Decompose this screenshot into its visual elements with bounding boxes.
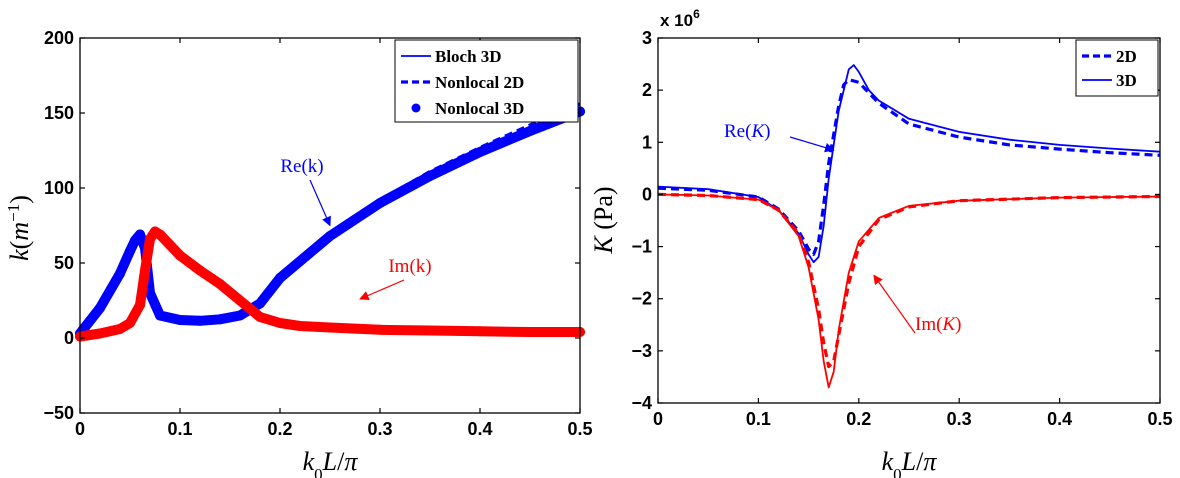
left-y-axis-label: k(m−1) <box>4 195 35 261</box>
x-tick-label: 0.4 <box>1047 409 1072 429</box>
data-point <box>125 246 135 256</box>
data-point <box>175 315 185 325</box>
right-ticks: 0 0.1 0.2 0.3 0.4 0.5 −4 −3 −2 −1 0 1 2 3 <box>631 28 1172 429</box>
annotation-arrow <box>309 179 331 227</box>
left-x-axis-label: k0L/π <box>303 447 359 478</box>
data-point <box>375 324 385 335</box>
data-point <box>275 318 285 328</box>
y-tick-label: −1 <box>631 237 652 257</box>
legend-label: Bloch 3D <box>435 47 502 66</box>
data-point <box>140 265 150 276</box>
x-tick-label: 0.2 <box>267 419 292 439</box>
right-y-axis-label: K (Pa) <box>589 186 618 254</box>
x-tick-label: 0.4 <box>467 419 492 439</box>
series-re-nonlocal-3d <box>75 106 585 339</box>
annotation-label: Re(k) <box>280 156 323 177</box>
left-legend: Bloch 3D Nonlocal 2D Nonlocal 3D <box>394 39 579 123</box>
data-point <box>115 268 125 279</box>
y-tick-label: 100 <box>44 178 74 198</box>
left-axes-frame <box>79 37 581 414</box>
annotation-label: Im(k) <box>388 256 431 277</box>
annotation-label: Re(K) <box>724 121 770 142</box>
data-point <box>195 315 205 326</box>
right-x-axis-label: k0L/π <box>882 447 938 478</box>
series-re-nonlocal-2d <box>258 102 581 303</box>
y-tick-label: 50 <box>54 253 74 273</box>
data-point <box>155 310 165 321</box>
data-point <box>325 322 335 333</box>
x-tick-label: 0.3 <box>367 419 392 439</box>
x-tick-label: 0.1 <box>746 409 771 429</box>
legend-box <box>1075 39 1159 97</box>
x-tick-label: 0 <box>75 419 85 439</box>
data-point <box>95 328 105 339</box>
series-re-2d <box>657 78 1161 256</box>
legend-label: Nonlocal 3D <box>435 99 524 118</box>
data-point <box>175 250 185 261</box>
series-im-nonlocal-3d <box>75 226 585 342</box>
y-tick-label: −50 <box>43 403 74 423</box>
right-y-multiplier: x 106 <box>660 7 700 30</box>
data-point <box>425 325 435 336</box>
annotation-label: Im(K) <box>915 314 961 335</box>
annotation-arrow <box>873 274 916 334</box>
legend-label: 3D <box>1116 71 1137 90</box>
y-tick-label: 2 <box>642 80 652 100</box>
annotation-arrow <box>789 136 835 153</box>
x-tick-label: 0.5 <box>1147 409 1172 429</box>
data-point <box>115 324 125 334</box>
y-tick-label: −3 <box>631 341 652 361</box>
data-point <box>135 300 145 310</box>
data-point <box>235 295 245 306</box>
data-point <box>295 321 305 331</box>
data-point <box>215 279 225 289</box>
data-point <box>195 265 205 276</box>
data-point <box>235 310 245 321</box>
y-tick-label: 200 <box>44 28 74 48</box>
data-point <box>475 326 485 337</box>
left-annotations: Re(k) Im(k) <box>280 156 432 300</box>
data-point <box>125 318 135 328</box>
data-point <box>155 229 165 240</box>
x-tick-label: 0.2 <box>846 409 871 429</box>
y-tick-label: 1 <box>642 132 652 152</box>
data-point <box>525 327 535 337</box>
legend-label: Nonlocal 2D <box>435 73 524 92</box>
right-axes-frame <box>657 37 1161 404</box>
y-tick-label: 3 <box>642 28 652 48</box>
series-im-2d <box>657 192 1161 369</box>
data-point <box>215 314 225 325</box>
data-point <box>145 234 155 244</box>
legend-label: 2D <box>1116 47 1137 66</box>
y-tick-label: 0 <box>64 328 74 348</box>
series-re-bloch-3d <box>259 110 581 305</box>
series-im-3d <box>657 193 1161 389</box>
right-annotations: Re(K) Im(K) <box>724 121 961 335</box>
data-point <box>135 229 145 240</box>
data-point <box>95 303 105 313</box>
x-tick-label: 0.3 <box>947 409 972 429</box>
data-point <box>165 240 175 250</box>
data-point <box>145 288 155 298</box>
y-tick-label: −4 <box>631 393 652 413</box>
x-tick-label: 0.1 <box>167 419 192 439</box>
y-tick-label: 0 <box>642 184 652 204</box>
y-tick-label: 150 <box>44 103 74 123</box>
x-tick-label: 0.5 <box>567 419 592 439</box>
legend-swatch <box>411 103 421 113</box>
left-plot-area <box>75 102 585 342</box>
x-tick-label: 0 <box>653 409 663 429</box>
right-plot-area <box>657 64 1161 389</box>
data-point <box>255 312 265 322</box>
right-chart: 0 0.1 0.2 0.3 0.4 0.5 −4 −3 −2 −1 0 1 2 3 x 106 k0L/π… <box>589 7 1173 478</box>
y-tick-label: −2 <box>631 289 652 309</box>
annotation-arrow <box>359 279 405 300</box>
